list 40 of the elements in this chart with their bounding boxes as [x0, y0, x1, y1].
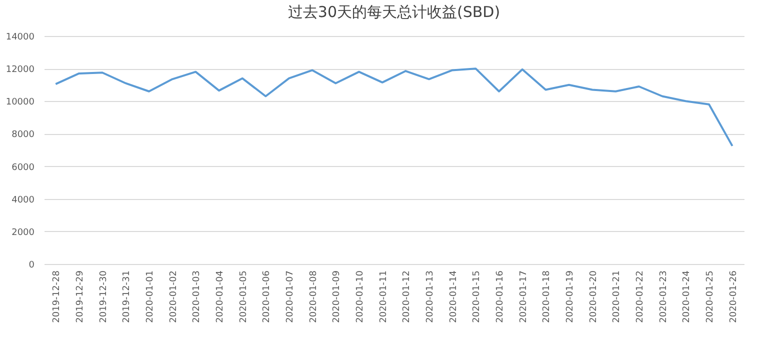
x-tick-label: 2020-01-13	[426, 270, 436, 323]
x-tick-label: 2020-01-08	[308, 270, 319, 323]
x-tick-label: 2020-01-18	[542, 270, 552, 323]
y-tick-label: 0	[28, 260, 35, 270]
x-tick-label: 2020-01-17	[518, 270, 529, 323]
x-tick-label: 2020-01-25	[706, 270, 716, 323]
x-tick-label: 2020-01-19	[566, 270, 576, 323]
x-tick-label: 2020-01-03	[192, 270, 202, 323]
x-tick-label: 2020-01-09	[332, 270, 342, 323]
x-tick-label: 2020-01-02	[168, 270, 179, 323]
x-tick-label: 2020-01-26	[728, 270, 739, 323]
x-tick-label: 2020-01-06	[262, 270, 272, 323]
x-tick-label: 2020-01-04	[216, 270, 226, 323]
y-tick-label: 12000	[6, 65, 35, 76]
x-tick-label: 2020-01-24	[682, 270, 692, 323]
x-tick-label: 2020-01-11	[378, 270, 389, 323]
x-tick-label: 2019-12-31	[122, 270, 132, 323]
x-tick-label: 2020-01-12	[402, 270, 412, 323]
x-tick-label: 2020-01-07	[286, 270, 296, 323]
x-tick-label: 2020-01-15	[472, 270, 482, 323]
y-tick-label: 4000	[12, 195, 35, 206]
y-tick-label: 2000	[12, 228, 35, 238]
y-tick-label: 10000	[6, 98, 35, 108]
x-tick-label: 2020-01-21	[612, 270, 622, 323]
x-tick-label: 2020-01-10	[356, 270, 366, 323]
y-tick-label: 8000	[12, 130, 35, 140]
x-tick-label: 2019-12-28	[52, 270, 62, 323]
line-series	[54, 68, 734, 147]
x-tick-label: 2020-01-16	[496, 270, 506, 323]
x-tick-label: 2020-01-20	[588, 270, 599, 323]
chart-title: 过去30天的每天总计收益(SBD)	[288, 3, 500, 21]
x-tick-label: 2019-12-29	[76, 270, 86, 323]
y-tick-label: 6000	[12, 162, 35, 173]
x-tick-label: 2019-12-30	[98, 270, 109, 323]
x-tick-label: 2020-01-22	[636, 270, 646, 323]
x-tick-label: 2020-01-14	[448, 270, 459, 323]
y-tick-label: 14000	[6, 32, 35, 42]
x-tick-label: 2020-01-23	[658, 270, 669, 323]
x-tick-label: 2020-01-01	[146, 270, 156, 323]
x-tick-label: 2020-01-05	[238, 270, 249, 323]
